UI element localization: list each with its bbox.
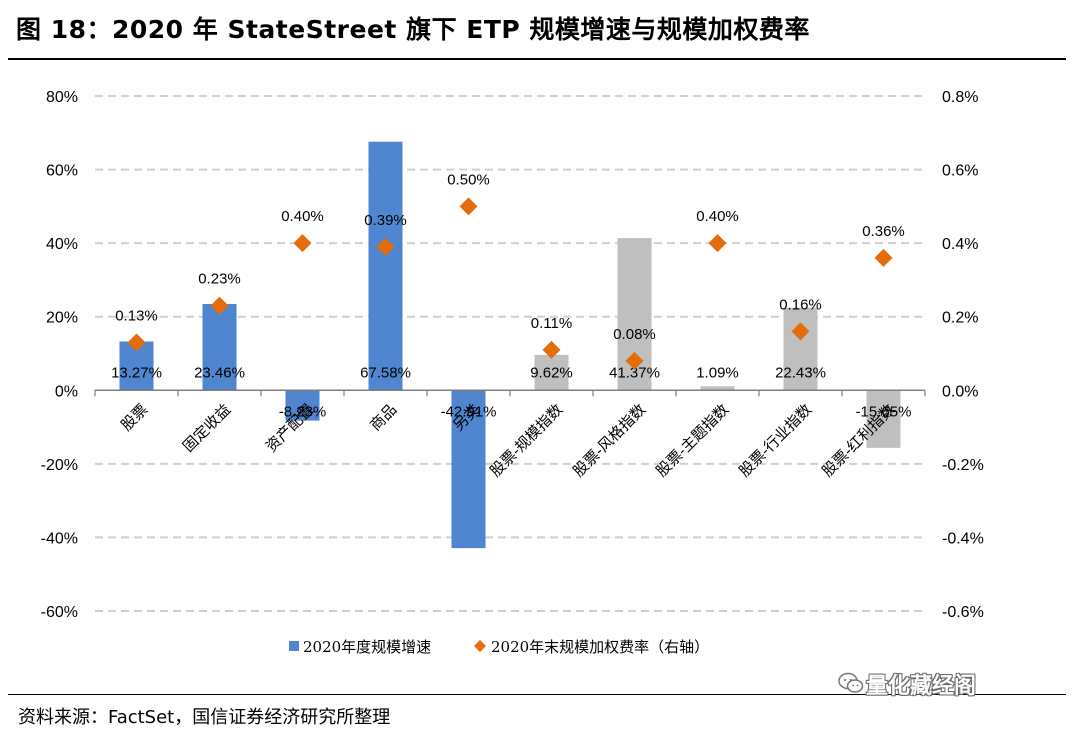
marker-value-label: 0.11% [531, 315, 572, 332]
watermark: 量化藏经阁 [866, 674, 977, 699]
y-left-tick-label: 40% [46, 236, 78, 253]
bar [368, 141, 403, 391]
bar-value-label: 9.62% [530, 364, 573, 381]
bar-value-label: 67.58% [360, 364, 411, 381]
y-left-tick-label: -40% [41, 530, 78, 547]
x-tick-label: 股票-风格指数 [569, 400, 649, 480]
legend-label: 2020年末规模加权费率（右轴） [491, 638, 709, 656]
marker-value-label: 0.36% [862, 223, 905, 240]
diamond-marker [293, 234, 312, 253]
bar [866, 390, 901, 448]
bar-value-label: 1.09% [696, 364, 739, 381]
diamond-marker [127, 333, 146, 352]
marker-value-label: 0.40% [696, 208, 739, 225]
marker-value-label: 0.39% [364, 212, 407, 229]
y-right-tick-label: -0.6% [942, 604, 984, 621]
x-tick-label: 股票-主题指数 [652, 400, 732, 480]
chart: 80% 60% 40% 20% 0% -20% -40% -60% 0.8% 0.6% 0.4% 0.… [41, 89, 984, 656]
marker-value-label: 0.13% [115, 307, 158, 324]
diamond-marker [376, 237, 395, 256]
x-tick-label: 股票 [117, 400, 151, 434]
y-right-tick-label: 0.4% [942, 236, 978, 253]
diamond-marker [708, 234, 727, 253]
footer-divider [8, 694, 1066, 695]
bar [700, 386, 735, 391]
wechat-icon [838, 672, 864, 693]
y-left-tick-label: -20% [41, 457, 78, 474]
bar [451, 390, 486, 549]
y-right-tick-label: 0.6% [942, 163, 978, 180]
bar [783, 307, 818, 391]
diamond-marker [459, 197, 478, 216]
legend-diamond-swatch [474, 640, 486, 652]
title-divider [8, 58, 1066, 60]
y-right-tick-label: 0.2% [942, 310, 978, 327]
bar [534, 354, 569, 391]
y-left-tick-label: 20% [46, 310, 78, 327]
marker-value-label: 0.50% [447, 171, 490, 188]
diamond-marker [791, 322, 810, 341]
y-left-tick-label: 0% [55, 383, 78, 400]
y-right-tick-label: 0.8% [942, 89, 978, 106]
y-right-tick-label: 0.0% [942, 383, 978, 400]
diamond-marker [542, 340, 561, 359]
y-right-tick-label: -0.4% [942, 530, 984, 547]
diamond-marker [625, 351, 644, 370]
y-left-tick-label: 80% [46, 89, 78, 106]
y-right-tick-label: -0.2% [942, 457, 984, 474]
bar-value-label: 23.46% [194, 364, 245, 381]
source-note: 资料来源：FactSet，国信证券经济研究所整理 [18, 707, 391, 728]
bar-value-label: 41.37% [609, 364, 660, 381]
marker-value-label: 0.23% [198, 271, 241, 288]
diamond-marker [874, 248, 893, 267]
chart-title: 图 18：2020 年 StateStreet 旗下 ETP 规模增速与规模加权… [16, 15, 810, 44]
legend-bar-swatch [289, 641, 299, 651]
x-tick-label: 股票-规模指数 [486, 400, 566, 480]
diamond-marker [210, 296, 229, 315]
marker-value-label: 0.16% [779, 296, 822, 313]
y-left-tick-label: 60% [46, 163, 78, 180]
bar [285, 390, 320, 421]
y-left-tick-label: -60% [41, 604, 78, 621]
x-tick-label: 固定收益 [179, 400, 234, 455]
bar-value-label: 13.27% [111, 364, 162, 381]
bar-value-label: 22.43% [775, 364, 826, 381]
x-tick-label: 股票-行业指数 [735, 400, 815, 480]
legend-label: 2020年度规模增速 [303, 638, 431, 656]
bar-value-label: -8.23% [279, 403, 327, 420]
bar-value-label: -42.91% [441, 403, 497, 420]
bar [202, 303, 237, 391]
bar-value-label: -15.65% [856, 403, 912, 420]
marker-value-label: 0.08% [613, 326, 656, 343]
x-tick-label: 商品 [366, 400, 400, 434]
marker-value-label: 0.40% [281, 208, 324, 225]
